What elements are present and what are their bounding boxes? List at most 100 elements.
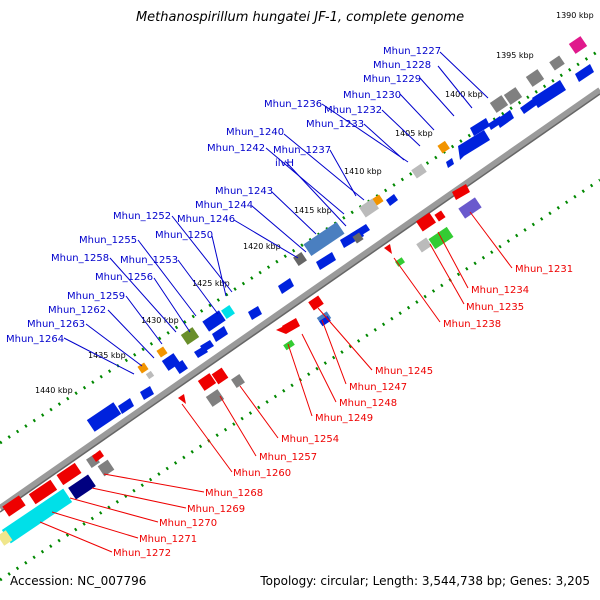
label-mhun-1268[interactable]: Mhun_1268 — [205, 488, 263, 499]
gene-1250[interactable] — [248, 306, 262, 320]
gene-1262b[interactable] — [174, 360, 188, 374]
gene-1240b[interactable] — [359, 198, 379, 218]
gene-1253[interactable] — [202, 310, 226, 332]
gene-1264b[interactable] — [140, 386, 154, 400]
label-mhun-1229[interactable]: Mhun_1229 — [363, 74, 421, 85]
gene-1266[interactable] — [118, 398, 134, 414]
gene-1245[interactable] — [308, 295, 324, 311]
gene-1236b[interactable] — [411, 163, 427, 179]
gene-1231-purple[interactable] — [458, 197, 482, 219]
label-mhun-1256[interactable]: Mhun_1256 — [95, 272, 153, 283]
gene-1233b[interactable] — [437, 140, 450, 154]
gene-1254[interactable] — [231, 374, 245, 388]
gene-1246b[interactable] — [352, 232, 364, 244]
gene-1243[interactable] — [303, 222, 345, 256]
gene-1265[interactable] — [86, 402, 122, 432]
gene-1244[interactable] — [316, 252, 336, 270]
gene-1229b[interactable] — [503, 87, 523, 105]
gene-arrow-1[interactable] — [575, 64, 594, 82]
gene-1253b[interactable] — [212, 326, 228, 342]
gene-1249b[interactable] — [283, 339, 295, 351]
label-mhun-1249[interactable]: Mhun_1249 — [315, 413, 373, 424]
gene-1270[interactable] — [1, 488, 73, 544]
gene-1242[interactable] — [372, 194, 384, 206]
label-mhun-1255[interactable]: Mhun_1255 — [79, 235, 137, 246]
label-mhun-1247[interactable]: Mhun_1247 — [349, 382, 407, 393]
gene-1230b[interactable] — [532, 80, 566, 108]
label-mhun-1227[interactable]: Mhun_1227 — [383, 46, 441, 57]
gene-1269c[interactable] — [56, 462, 82, 486]
gene-1231a[interactable] — [470, 118, 490, 136]
gene-1264[interactable] — [145, 370, 155, 380]
label-mhun-1243[interactable]: Mhun_1243 — [215, 186, 273, 197]
gene-1249[interactable] — [282, 318, 300, 334]
label-mhun-1233[interactable]: Mhun_1233 — [306, 119, 364, 130]
label-mhun-1231[interactable]: Mhun_1231 — [515, 264, 573, 275]
label-mhun-1252[interactable]: Mhun_1252 — [113, 211, 171, 222]
label-mhun-1272[interactable]: Mhun_1272 — [113, 548, 171, 559]
label-mhun-1234[interactable]: Mhun_1234 — [471, 285, 529, 296]
gene-1269e[interactable] — [2, 495, 26, 517]
gene-1260[interactable] — [178, 394, 186, 404]
label-mhun-1246[interactable]: Mhun_1246 — [177, 214, 235, 225]
label-mhun-1257[interactable]: Mhun_1257 — [259, 452, 317, 463]
label-mhun-1244[interactable]: Mhun_1244 — [195, 200, 253, 211]
gene-1259[interactable] — [156, 346, 168, 358]
label-ilvh[interactable]: ilvH — [275, 158, 294, 169]
gene-1262[interactable] — [161, 353, 181, 371]
gene-1234b[interactable] — [434, 210, 446, 222]
label-mhun-1269[interactable]: Mhun_1269 — [187, 504, 245, 515]
gene-1229[interactable] — [489, 95, 509, 113]
label-mhun-1235[interactable]: Mhun_1235 — [466, 302, 524, 313]
gene-1258[interactable] — [180, 327, 200, 345]
label-mhun-1245[interactable]: Mhun_1245 — [375, 366, 433, 377]
label-mhun-1263[interactable]: Mhun_1263 — [27, 319, 85, 330]
gene-1247b[interactable] — [319, 315, 331, 327]
gene-1268b[interactable] — [97, 459, 115, 477]
label-mhun-1270[interactable]: Mhun_1270 — [159, 518, 217, 529]
map-title: Methanospirillum hungatei JF-1, complete… — [135, 10, 465, 25]
gene-1256b[interactable] — [200, 340, 214, 352]
label-mhun-1254[interactable]: Mhun_1254 — [281, 434, 339, 445]
label-mhun-1236[interactable]: Mhun_1236 — [264, 99, 322, 110]
gene-1236[interactable] — [446, 158, 454, 168]
gene-1228[interactable] — [525, 69, 545, 87]
gene-1230[interactable] — [520, 98, 538, 114]
label-mhun-1230[interactable]: Mhun_1230 — [343, 90, 401, 101]
gene-1252[interactable] — [278, 278, 294, 294]
gene-1272[interactable] — [0, 530, 13, 546]
label-mhun-1237[interactable]: Mhun_1237 — [273, 145, 331, 156]
gene-1246[interactable] — [293, 252, 307, 266]
gene-1240[interactable] — [386, 194, 398, 206]
label-mhun-1250[interactable]: Mhun_1250 — [155, 230, 213, 241]
label-mhun-1253[interactable]: Mhun_1253 — [120, 255, 178, 266]
gene-1257b[interactable] — [211, 367, 229, 385]
label-mhun-1259[interactable]: Mhun_1259 — [67, 291, 125, 302]
gene-1257[interactable] — [197, 373, 217, 391]
gene-1231-red[interactable] — [452, 184, 470, 200]
label-mhun-1271[interactable]: Mhun_1271 — [139, 534, 197, 545]
gene-1238b[interactable] — [395, 257, 405, 267]
label-mhun-1258[interactable]: Mhun_1258 — [51, 253, 109, 264]
gene-1228b[interactable] — [549, 55, 565, 71]
label-mhun-1232[interactable]: Mhun_1232 — [324, 105, 382, 116]
label-mhun-1228[interactable]: Mhun_1228 — [373, 60, 431, 71]
gene-1255[interactable] — [221, 305, 235, 319]
gene-1235b[interactable] — [416, 237, 432, 253]
label-mhun-1264[interactable]: Mhun_1264 — [6, 334, 64, 345]
gene-1269[interactable] — [92, 450, 104, 462]
gene-1234[interactable] — [416, 212, 436, 232]
label-mhun-1240[interactable]: Mhun_1240 — [226, 127, 284, 138]
gene-1227[interactable] — [568, 36, 588, 54]
label-mhun-1242[interactable]: Mhun_1242 — [207, 143, 265, 154]
gene-1233[interactable] — [458, 130, 490, 160]
gene-1269d[interactable] — [28, 479, 58, 505]
label-mhun-1238[interactable]: Mhun_1238 — [443, 319, 501, 330]
label-mhun-1260[interactable]: Mhun_1260 — [233, 468, 291, 479]
gene-1238[interactable] — [384, 244, 392, 254]
label-mhun-1248[interactable]: Mhun_1248 — [339, 398, 397, 409]
gene-1269b[interactable] — [68, 474, 96, 500]
gene-1257c[interactable] — [205, 389, 225, 407]
label-mhun-1262[interactable]: Mhun_1262 — [48, 305, 106, 316]
gene-1232[interactable] — [496, 110, 514, 128]
